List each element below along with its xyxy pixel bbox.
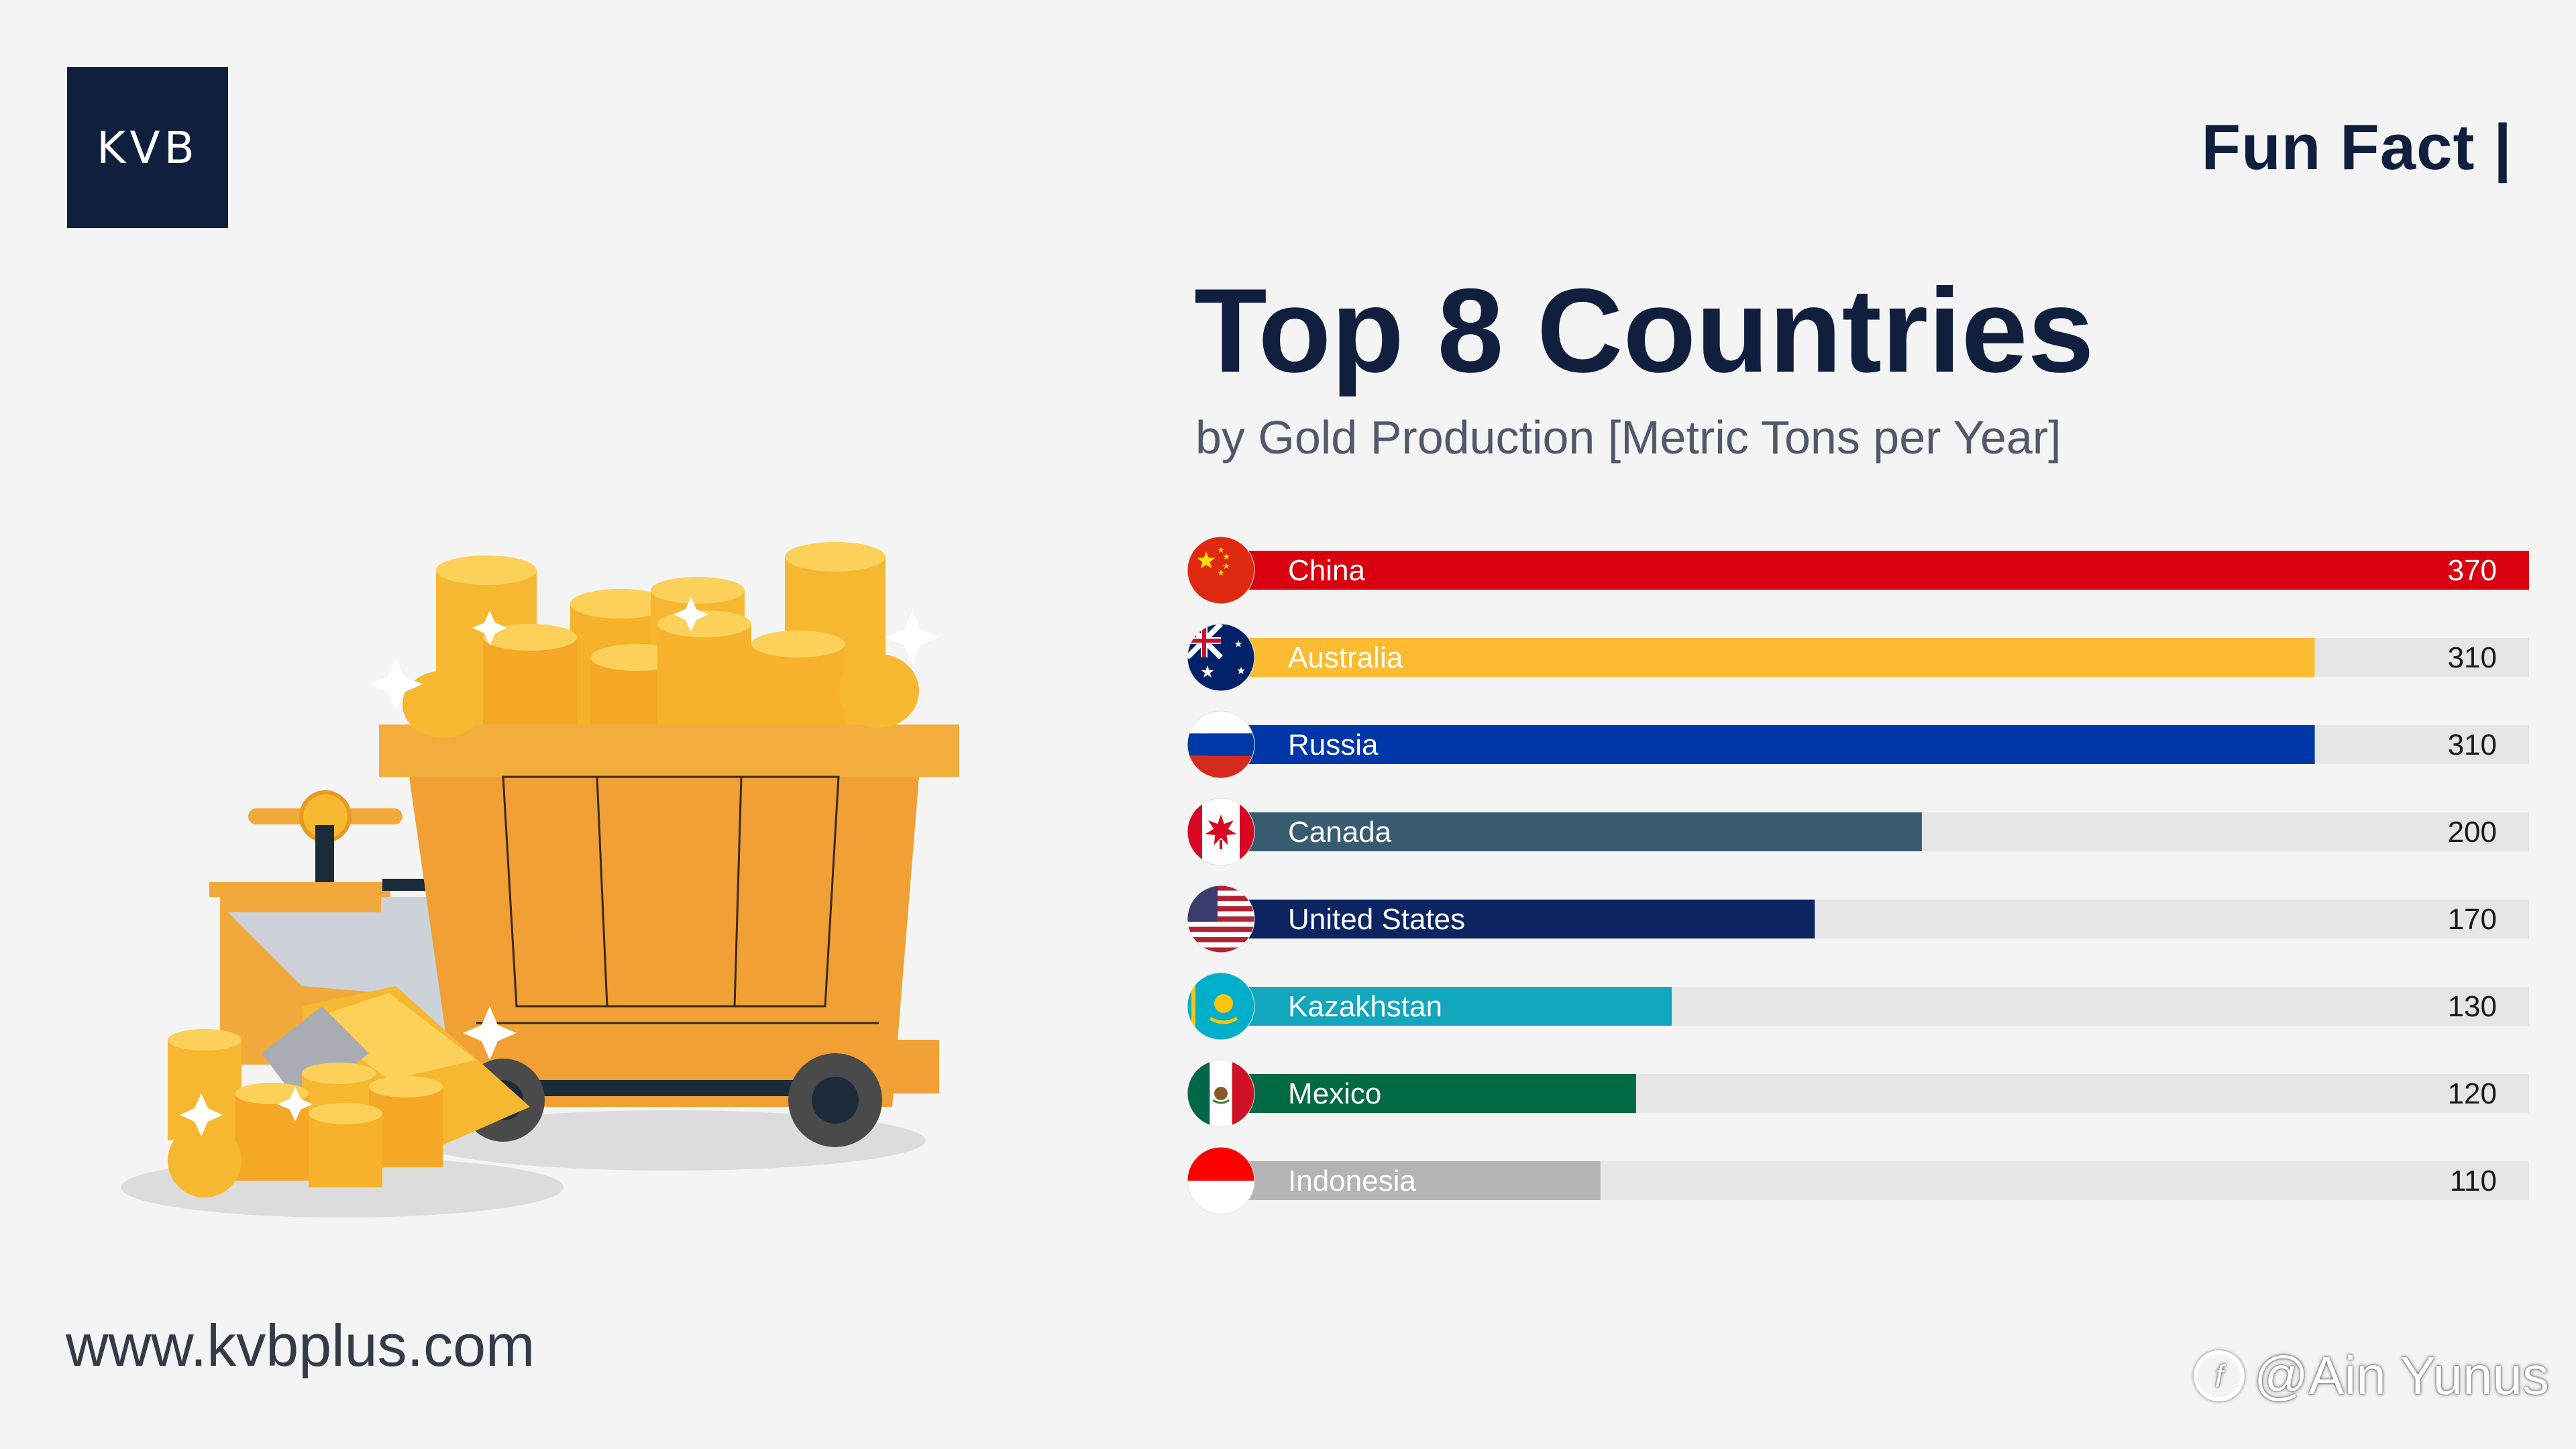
- bar-row-indonesia: Indonesia 110: [1187, 1146, 2529, 1215]
- bar-row-russia: Russia 310: [1187, 710, 2529, 779]
- cart-rim: [379, 724, 959, 777]
- sparkles: [180, 597, 939, 1136]
- kazakhstan-flag-icon: [1187, 973, 1254, 1040]
- hopper-top: [209, 882, 390, 897]
- australia-flag-icon: [1187, 624, 1254, 691]
- gold-production-bar-chart: China 370 Australia 310 Russia 310 Canada 200 Un…: [1187, 536, 2529, 1215]
- logo-text: KVB: [97, 121, 199, 174]
- cart-line-2: [733, 776, 743, 1007]
- bar-value-label: 130: [2448, 990, 2497, 1023]
- bar: [1208, 725, 2315, 764]
- lever-post: [315, 825, 334, 889]
- bar: [1208, 900, 1815, 938]
- cart-panel: [502, 775, 840, 1008]
- russia-flag-icon: [1187, 711, 1254, 778]
- bar-category-label: Indonesia: [1288, 1165, 1416, 1197]
- gold-bar-top: [309, 993, 476, 1080]
- hopper-slide: [228, 912, 382, 993]
- bar-category-label: United States: [1288, 903, 1465, 936]
- website-url[interactable]: www.kvbplus.com: [66, 1312, 535, 1379]
- bar: [1208, 638, 2315, 677]
- cart-wheel-right-hub: [812, 1077, 859, 1124]
- fun-fact-label: Fun Fact |: [2201, 111, 2512, 183]
- rock: [262, 1006, 369, 1107]
- bar-category-label: Kazakhstan: [1288, 990, 1442, 1023]
- indonesia-flag-icon: [1187, 1147, 1254, 1214]
- coin-stacks-cart: [402, 542, 919, 738]
- bar: [1208, 551, 2529, 590]
- bar-row-canada: Canada 200: [1187, 798, 2529, 866]
- bar-value-label: 310: [2448, 729, 2497, 761]
- bar-category-label: Canada: [1288, 816, 1392, 849]
- bar: [1208, 1161, 1601, 1200]
- watermark-logo-icon: f: [2193, 1350, 2245, 1401]
- watermark: f @Ain Yunus: [2193, 1345, 2549, 1407]
- bar-value-label: 170: [2448, 903, 2497, 936]
- bar-category-label: Mexico: [1288, 1077, 1381, 1110]
- bar: [1208, 987, 1672, 1026]
- bar-value-label: 200: [2448, 816, 2497, 849]
- cart-line-1: [596, 776, 608, 1007]
- chart-subtitle: by Gold Production [Metric Tons per Year…: [1195, 411, 2061, 464]
- canada-flag-icon: [1187, 798, 1254, 865]
- bar-category-label: Russia: [1288, 729, 1379, 761]
- china-flag-icon: [1187, 537, 1254, 604]
- bar-category-label: Australia: [1288, 641, 1403, 674]
- mexico-flag-icon: [1187, 1060, 1254, 1127]
- coin-stacks-ground: [168, 1029, 443, 1197]
- kvb-logo: KVB: [67, 67, 228, 228]
- bar-value-label: 120: [2448, 1077, 2497, 1110]
- bar-value-label: 110: [2450, 1165, 2497, 1197]
- united-states-flag-icon: [1187, 885, 1254, 953]
- gold-cart-illustration: [121, 542, 959, 1218]
- bar-value-label: 310: [2448, 641, 2497, 674]
- bar-row-mexico: Mexico 120: [1187, 1059, 2529, 1128]
- bar-category-label: China: [1288, 554, 1365, 587]
- bar-value-label: 370: [2448, 554, 2497, 587]
- bar-row-united-states: United States 170: [1187, 885, 2529, 953]
- bar: [1208, 1074, 1636, 1113]
- chart-title: Top 8 Countries: [1194, 264, 2094, 397]
- bar: [1208, 812, 1922, 851]
- bar-row-china: China 370: [1187, 536, 2529, 604]
- cart-body: [409, 777, 919, 1107]
- bar-row-australia: Australia 310: [1187, 623, 2529, 692]
- watermark-text: @Ain Yunus: [2253, 1346, 2549, 1405]
- bar-row-kazakhstan: Kazakhstan 130: [1187, 972, 2529, 1040]
